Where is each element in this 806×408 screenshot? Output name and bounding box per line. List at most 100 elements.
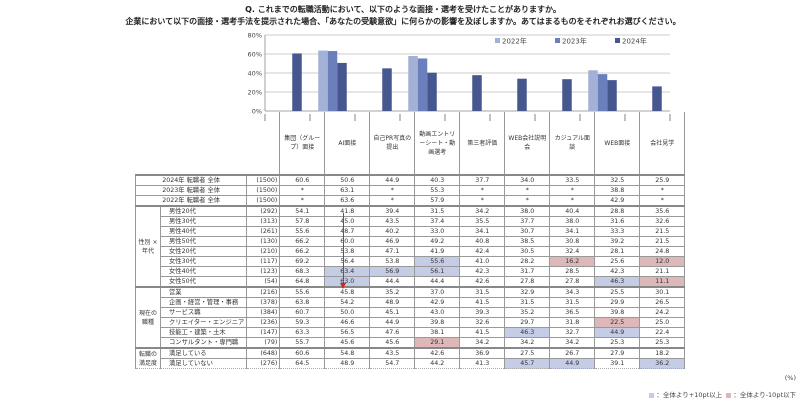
cell-value: 44.9 [594, 327, 641, 338]
cell-value: 56.9 [369, 266, 416, 277]
cell-value: * [459, 195, 506, 207]
table-row: 技能工・建築・土木 (147) 63.3 56.5 47.6 38.1 41.5 46.3 32… [136, 327, 686, 338]
cell-value: 31.5 [504, 297, 551, 308]
cell-value: 31.5 [459, 286, 506, 298]
row-n: (1500) [246, 195, 281, 207]
cell-value: 28.5 [549, 266, 596, 277]
cell-value: 60.0 [324, 236, 371, 247]
cell-value: * [279, 195, 326, 207]
cell-value: 48.7 [324, 226, 371, 237]
row-label: 女性30代 [159, 256, 248, 267]
table-row: 女性40代 (123) 68.3 63.4 56.9 56.1 42.3 31.7 28.5 42… [136, 266, 686, 277]
cell-value: 38.0 [504, 205, 551, 217]
cell-value: 32.6 [639, 216, 686, 227]
table-row: 男性50代 (130) 66.2 60.0 46.9 49.2 40.8 38.5 30.8 39… [136, 236, 686, 247]
cell-value: 26.5 [639, 297, 686, 308]
arrow-head-icon [340, 283, 346, 289]
cell-value: 45.6 [324, 337, 371, 349]
results-table: 集団（グループ）面接 AI面接 自己PR写真の提出 動画エントリーシート・動画選考 第三… [134, 112, 686, 369]
row-n: (261) [246, 226, 281, 237]
group-label: 現在の職種 [135, 286, 161, 349]
cell-value: 32.5 [594, 174, 641, 186]
cell-value: 55.3 [414, 185, 461, 196]
cell-value: 39.4 [369, 205, 416, 217]
cell-value: 38.1 [414, 327, 461, 338]
trend-arrow-icon [340, 213, 346, 289]
cell-value: 25.9 [639, 174, 686, 186]
cell-value: 31.8 [549, 317, 596, 328]
row-n: (54) [246, 276, 281, 288]
question-line-2: 企業において以下の面接・選考手法を提示された場合、「あなたの受験意欲」に何らかの… [125, 17, 681, 26]
row-label: 満足している [159, 347, 248, 359]
cell-value: 30.1 [639, 286, 686, 298]
cell-value: 57.8 [279, 216, 326, 227]
cell-value: 54.8 [324, 347, 371, 359]
row-label: 男性50代 [159, 236, 248, 247]
cell-value: 54.1 [279, 205, 326, 217]
cell-value: 35.5 [459, 216, 506, 227]
legend-swatch [615, 38, 620, 43]
row-n: (648) [246, 347, 281, 359]
cell-value: 35.2 [504, 307, 551, 318]
cell-value: 32.4 [549, 246, 596, 257]
cell-value: 42.9 [414, 297, 461, 308]
cell-value: 42.9 [594, 195, 641, 207]
column-header: AI面接 [324, 112, 371, 176]
bar-2024年-1 [337, 62, 347, 111]
row-label: サービス職 [159, 307, 248, 318]
cell-value: * [279, 185, 326, 196]
bar-2024年-2 [382, 68, 392, 111]
cell-value: 49.2 [414, 236, 461, 247]
row-n: (378) [246, 297, 281, 308]
cell-value: 11.1 [639, 276, 686, 288]
row-n: (147) [246, 327, 281, 338]
cell-value: 46.9 [369, 236, 416, 247]
row-n: (216) [246, 286, 281, 298]
cell-value: 27.8 [504, 276, 551, 288]
cell-value: 34.2 [504, 337, 551, 349]
cell-value: 25.3 [594, 337, 641, 349]
cell-value: 18.2 [639, 347, 686, 359]
cell-value: 34.2 [549, 337, 596, 349]
legend-blue-text: ：全体より+10pt以上 [656, 391, 723, 399]
cell-value: 41.0 [459, 256, 506, 267]
cell-value: 42.3 [594, 266, 641, 277]
table-row: 現在の職種 営業 (216) 55.6 45.8 35.2 37.0 31.5 32.9 34.3… [135, 286, 686, 349]
row-label: 男性20代 [159, 205, 248, 217]
cell-value: 46.3 [594, 276, 641, 288]
cell-value: 29.7 [504, 317, 551, 328]
cell-value: 25.5 [594, 286, 641, 298]
cell-value: 66.2 [279, 236, 326, 247]
cell-value: 35.2 [369, 286, 416, 298]
legend-label: 2023年 [562, 37, 587, 46]
cell-value: 45.7 [504, 358, 551, 369]
column-header: 集団（グループ）面接 [279, 112, 326, 176]
cell-value: 55.7 [279, 337, 326, 349]
cell-value: 40.8 [459, 236, 506, 247]
row-n: (276) [246, 358, 281, 369]
cell-value: 32.9 [504, 286, 551, 298]
cell-value: 63.6 [324, 195, 371, 207]
cell-value: 24.2 [639, 307, 686, 318]
cell-value: 29.9 [594, 297, 641, 308]
y-tick-label: 20% [248, 89, 262, 97]
bar-2022年-1 [318, 50, 328, 111]
cell-value: 38.5 [504, 236, 551, 247]
total-row: 2024年 転職者 全体 (1500) 60.6 50.6 44.9 40.3 37.7 34… [134, 174, 686, 186]
cell-value: 43.5 [369, 216, 416, 227]
cell-value: * [369, 195, 416, 207]
cell-value: 37.7 [504, 216, 551, 227]
cell-value: 45.0 [324, 216, 371, 227]
bar-2024年-3 [427, 72, 437, 111]
cell-value: 28.1 [594, 246, 641, 257]
group-label: 性別 × 年代 [135, 205, 161, 288]
cell-value: * [639, 185, 686, 196]
cell-value: 27.8 [549, 276, 596, 288]
cell-value: 50.0 [324, 307, 371, 318]
cell-value: 60.6 [279, 174, 326, 186]
cell-value: 46.3 [504, 327, 551, 338]
cell-value: 31.6 [594, 216, 641, 227]
cell-value: 42.4 [459, 246, 506, 257]
row-label: 女性40代 [159, 266, 248, 277]
cell-value: 47.6 [369, 327, 416, 338]
